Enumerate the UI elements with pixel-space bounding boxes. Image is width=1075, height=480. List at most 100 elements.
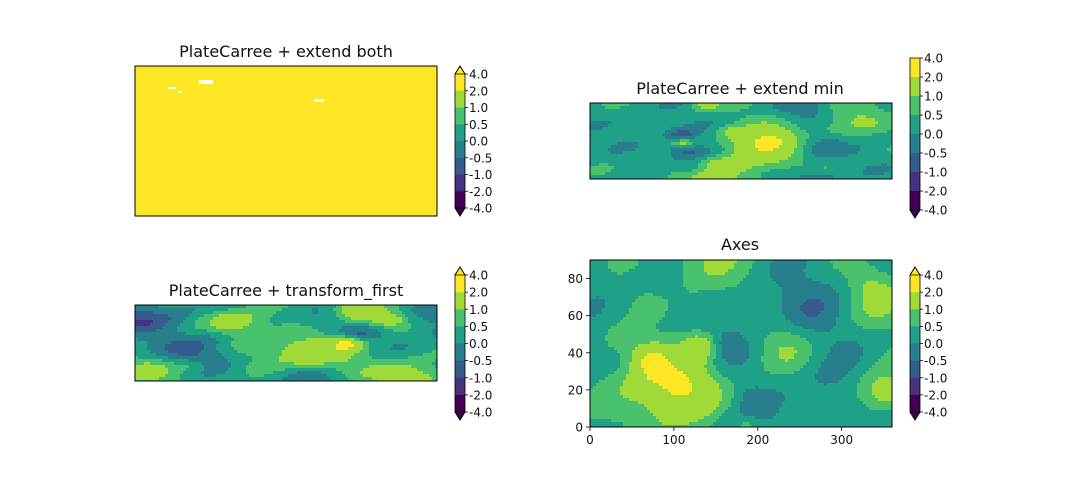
heatmap-cell [309, 332, 312, 335]
heatmap-cell [432, 356, 435, 359]
heatmap-cell [794, 121, 797, 124]
heatmap-cell [800, 145, 803, 148]
heatmap-cell [869, 121, 872, 124]
heatmap-cell [249, 365, 252, 368]
heatmap-cell [629, 103, 632, 106]
heatmap-cell [393, 356, 396, 359]
heatmap-cell [653, 115, 656, 118]
heatmap-cell [270, 305, 273, 308]
heatmap-cell [734, 103, 737, 106]
heatmap-cell [713, 163, 716, 166]
heatmap-cell [674, 115, 677, 118]
heatmap-cell [138, 317, 141, 320]
heatmap-cell [791, 133, 794, 136]
heatmap-cell [405, 344, 408, 347]
heatmap-cell [884, 124, 887, 127]
heatmap-cell [171, 365, 174, 368]
heatmap-cell [719, 151, 722, 154]
heatmap-cell [378, 305, 381, 308]
heatmap-cell [776, 154, 779, 157]
heatmap-cell [593, 106, 596, 109]
heatmap-cell [632, 166, 635, 169]
heatmap-cell [420, 359, 423, 362]
heatmap-cell [141, 332, 144, 335]
heatmap-cell [827, 103, 830, 106]
heatmap-cell [201, 305, 204, 308]
heatmap-cell [222, 338, 225, 341]
heatmap-cell [617, 157, 620, 160]
heatmap-cell [833, 142, 836, 145]
heatmap-cell [195, 350, 198, 353]
heatmap-cell [372, 317, 375, 320]
heatmap-cell [701, 163, 704, 166]
heatmap-cell [240, 329, 243, 332]
heatmap-cell [273, 326, 276, 329]
heatmap-cell [414, 362, 417, 365]
heatmap-cell [339, 305, 342, 308]
heatmap-cell [695, 139, 698, 142]
heatmap-cell [327, 335, 330, 338]
heatmap-cell [423, 335, 426, 338]
heatmap-cell [360, 368, 363, 371]
heatmap-cell [740, 169, 743, 172]
heatmap-cell [767, 130, 770, 133]
heatmap-cell [390, 368, 393, 371]
heatmap-cell [770, 112, 773, 115]
heatmap-cell [432, 365, 435, 368]
heatmap-cell [713, 109, 716, 112]
heatmap-cell [390, 365, 393, 368]
heatmap-cell [698, 175, 701, 178]
heatmap-cell [830, 130, 833, 133]
heatmap-cell [725, 151, 728, 154]
heatmap-cell [417, 350, 420, 353]
heatmap-cell [635, 127, 638, 130]
heatmap-cell [692, 130, 695, 133]
heatmap-cell [264, 323, 267, 326]
heatmap-cell [138, 344, 141, 347]
heatmap-cell [216, 344, 219, 347]
heatmap-cell [375, 305, 378, 308]
heatmap-cell [728, 118, 731, 121]
heatmap-cell [623, 160, 626, 163]
heatmap-cell [878, 121, 881, 124]
heatmap-cell [590, 109, 593, 112]
heatmap-cell [306, 338, 309, 341]
heatmap-cell [210, 329, 213, 332]
heatmap-cell [869, 151, 872, 154]
heatmap-cell [704, 169, 707, 172]
heatmap-cell [860, 151, 863, 154]
heatmap-cell [372, 305, 375, 308]
heatmap-cell [662, 175, 665, 178]
heatmap-cell [387, 329, 390, 332]
heatmap-cell [641, 151, 644, 154]
heatmap-cell [330, 320, 333, 323]
heatmap-cell [743, 118, 746, 121]
heatmap-cell [797, 145, 800, 148]
heatmap-cell [276, 317, 279, 320]
heatmap-cell [722, 169, 725, 172]
heatmap-cell [267, 353, 270, 356]
heatmap-cell [890, 115, 892, 118]
heatmap-cell [252, 359, 255, 362]
heatmap-cell [800, 157, 803, 160]
heatmap-cell [890, 145, 892, 148]
heatmap-cell [159, 323, 162, 326]
heatmap-cell [411, 332, 414, 335]
heatmap-cell [168, 332, 171, 335]
heatmap-cell [602, 109, 605, 112]
heatmap-cell [737, 106, 740, 109]
heatmap-cell [704, 127, 707, 130]
heatmap-cell [854, 157, 857, 160]
heatmap-cell [144, 362, 147, 365]
heatmap-cell [878, 103, 881, 106]
heatmap-cell [746, 172, 749, 175]
heatmap-cell [339, 317, 342, 320]
heatmap-cell [701, 151, 704, 154]
heatmap-cell [824, 154, 827, 157]
heatmap-cell [743, 160, 746, 163]
heatmap-cell [713, 160, 716, 163]
heatmap-cell [776, 142, 779, 145]
heatmap-cell [866, 127, 869, 130]
heatmap-cell [267, 356, 270, 359]
heatmap-cell [321, 338, 324, 341]
